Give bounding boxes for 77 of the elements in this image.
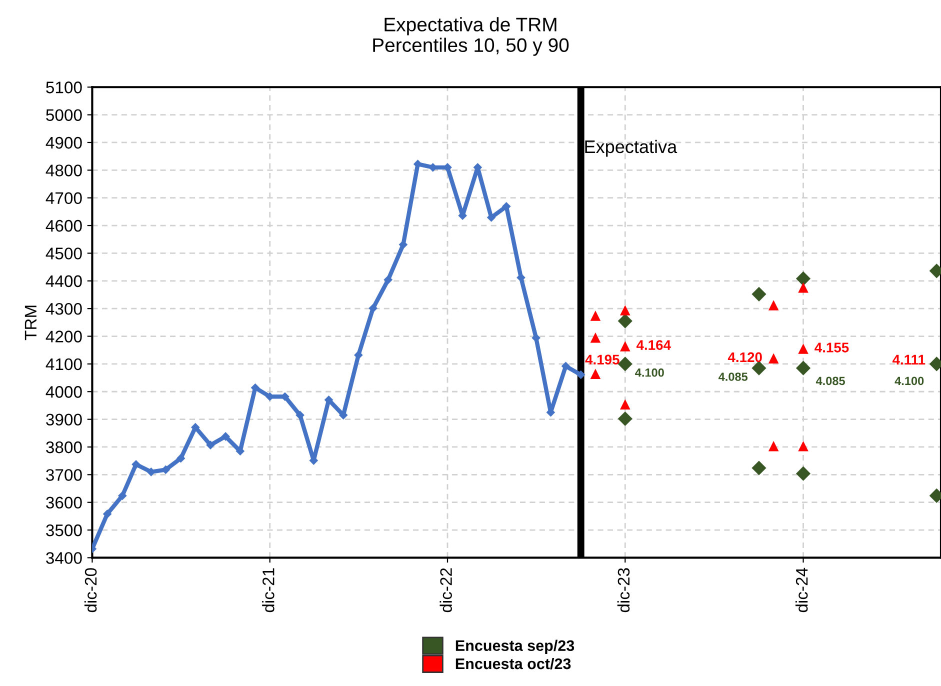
point — [414, 160, 422, 168]
data-label: 4.085 — [816, 376, 845, 386]
data-label: 4.100 — [635, 368, 664, 377]
data-label: 4.120 — [728, 352, 762, 362]
y-tick-label: 3400 — [46, 552, 82, 564]
data-label: 4.195 — [585, 354, 620, 365]
point — [103, 510, 112, 518]
point — [618, 314, 632, 328]
point — [798, 441, 808, 452]
ref-line-label: Expectativa — [585, 140, 678, 157]
x-tick-label: dic-20 — [84, 568, 97, 612]
y-tick-label: 4400 — [46, 275, 82, 288]
point — [618, 356, 632, 372]
y-tick-label: 3900 — [46, 414, 82, 426]
point — [206, 440, 215, 450]
point — [176, 454, 185, 462]
point — [162, 466, 170, 474]
point — [798, 282, 808, 293]
point — [296, 411, 304, 420]
y-tick-label: 5000 — [46, 109, 82, 122]
point — [399, 240, 408, 249]
y-tick-label: 4900 — [46, 136, 82, 149]
chart-title: Expectativa de TRM — [384, 17, 556, 36]
data-label: 4.085 — [718, 372, 748, 381]
point — [384, 276, 392, 284]
legend-label: Encuesta sep/23 — [456, 640, 574, 654]
point — [516, 273, 526, 282]
point — [590, 310, 601, 321]
point — [768, 300, 779, 310]
point — [796, 271, 811, 286]
x-tick-label: dic-23 — [617, 568, 630, 612]
point — [132, 460, 140, 469]
data-label: 4.155 — [814, 342, 849, 352]
y-tick-label: 3800 — [46, 441, 82, 454]
y-tick-label: 4200 — [46, 330, 82, 342]
y-axis-title: TRM — [24, 306, 36, 340]
x-tick-label: dic-21 — [262, 568, 274, 612]
point — [590, 368, 601, 380]
point — [796, 360, 811, 376]
legend-label: Encuesta oct/23 — [456, 658, 571, 670]
point — [368, 304, 378, 312]
point — [532, 334, 540, 342]
point — [191, 423, 200, 432]
point — [752, 460, 766, 476]
x-tick-label: dic-22 — [440, 568, 452, 612]
point — [752, 360, 766, 376]
y-tick-label: 4700 — [46, 192, 82, 204]
point — [768, 441, 779, 452]
point — [620, 341, 630, 352]
x-tick-label: dic-24 — [796, 568, 808, 612]
y-tick-label: 4500 — [46, 248, 82, 260]
point — [221, 432, 230, 441]
data-label: 4.100 — [894, 376, 924, 386]
point — [562, 362, 570, 370]
point — [752, 286, 766, 302]
y-tick-label: 3700 — [46, 469, 82, 481]
point — [768, 353, 779, 364]
point — [620, 399, 630, 410]
y-tick-label: 3600 — [46, 496, 82, 509]
point — [118, 492, 127, 500]
point — [576, 370, 585, 379]
point — [620, 305, 630, 316]
point — [354, 350, 363, 360]
y-tick-label: 4300 — [46, 302, 82, 315]
y-tick-label: 4800 — [46, 164, 82, 176]
y-tick-label: 4100 — [46, 358, 82, 370]
point — [618, 411, 632, 426]
data-label: 4.164 — [636, 340, 671, 350]
point — [796, 466, 811, 481]
y-tick-label: 5100 — [46, 82, 82, 94]
point — [590, 332, 601, 343]
chart-subtitle: Percentiles 10, 50 y 90 — [373, 38, 569, 56]
point — [798, 344, 808, 354]
y-tick-label: 4000 — [46, 386, 82, 398]
y-tick-label: 4600 — [46, 220, 82, 232]
annotation: 4.111 — [892, 354, 926, 364]
y-tick-label: 3500 — [46, 524, 82, 536]
